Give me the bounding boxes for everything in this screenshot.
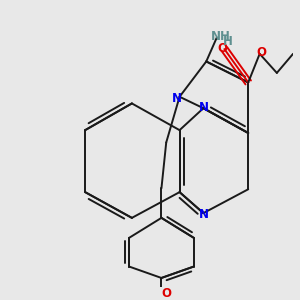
Text: O: O (218, 42, 227, 55)
Text: N: N (198, 208, 208, 220)
Text: H: H (223, 35, 233, 48)
Text: NH: NH (211, 30, 230, 43)
Text: O: O (161, 287, 171, 300)
Text: N: N (198, 101, 208, 114)
Text: N: N (172, 92, 182, 105)
Text: O: O (256, 46, 267, 59)
